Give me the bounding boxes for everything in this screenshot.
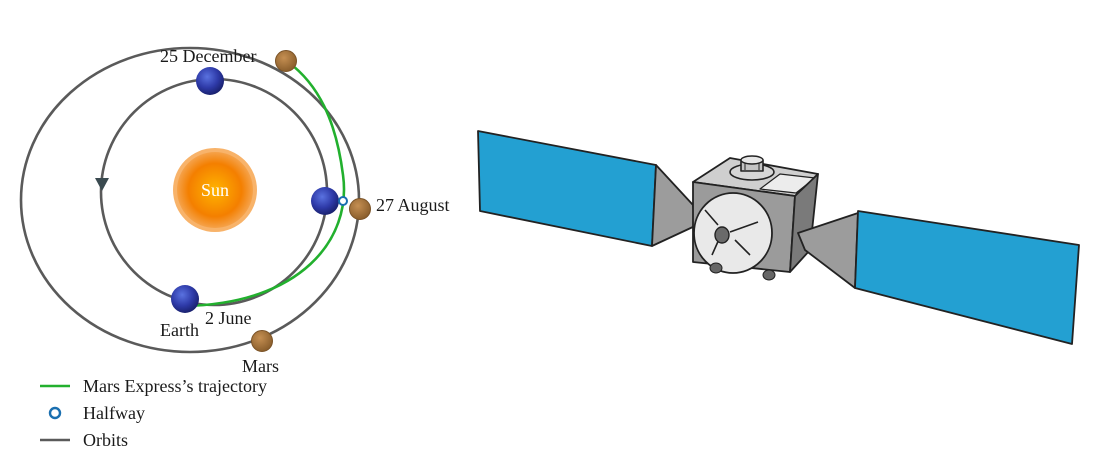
legend-orbits-label: Orbits	[83, 430, 128, 450]
left-panel-connector	[651, 164, 696, 247]
mars-august	[349, 198, 371, 220]
label-mars: Mars	[242, 356, 279, 376]
mars-express-spacecraft	[477, 130, 1080, 345]
legend-halfway-icon	[48, 406, 62, 420]
sun-label: Sun	[201, 180, 229, 200]
foot-2	[762, 269, 776, 281]
earth-august	[311, 187, 339, 215]
legend: Mars Express’s trajectory Halfway Orbits	[40, 376, 267, 450]
halfway-marker	[338, 196, 348, 206]
orbit-diagram: Sun 25 December 27 August 2 June Earth M…	[19, 46, 450, 376]
label-2-june: 2 June	[205, 308, 252, 328]
earth-june	[171, 285, 199, 313]
orbit-direction-arrow-icon	[95, 178, 109, 191]
mars-december	[275, 50, 297, 72]
left-solar-panel	[477, 130, 657, 247]
sun: Sun	[173, 148, 257, 232]
trajectory-path	[183, 60, 346, 308]
top-antenna	[729, 155, 775, 181]
body-top-strip	[759, 173, 816, 194]
legend-trajectory-label: Mars Express’s trajectory	[83, 376, 267, 396]
label-27-august: 27 August	[376, 195, 450, 215]
legend-halfway-label: Halfway	[83, 403, 145, 423]
right-solar-panel	[854, 210, 1080, 345]
label-earth: Earth	[160, 320, 199, 340]
label-25-december: 25 December	[160, 46, 256, 66]
earth-december	[196, 67, 224, 95]
high-gain-antenna	[693, 192, 773, 274]
foot-1	[709, 262, 723, 274]
mars-june	[251, 330, 273, 352]
